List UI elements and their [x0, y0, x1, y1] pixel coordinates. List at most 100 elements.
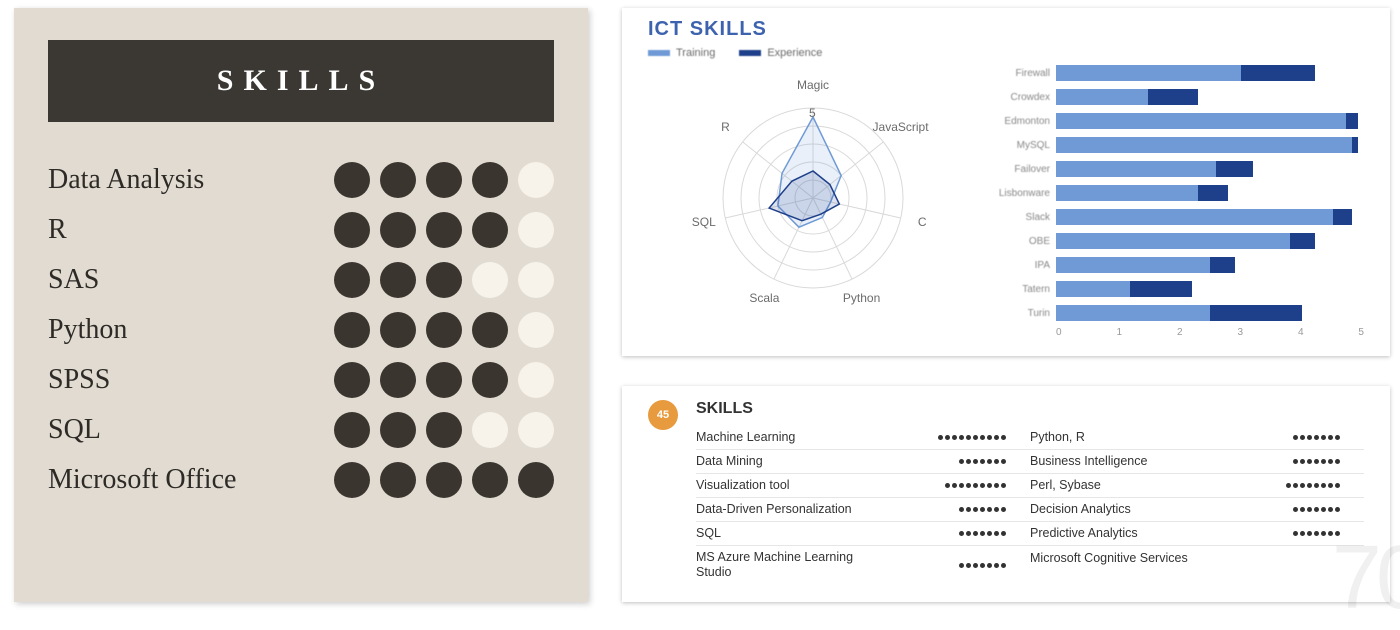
- bar-seg-training: [1056, 209, 1333, 225]
- rating-dot-icon: [959, 507, 964, 512]
- dot-filled-icon: [334, 262, 370, 298]
- rating-dot-icon: [994, 531, 999, 536]
- skill-name-label: Perl, Sybase: [1030, 478, 1101, 493]
- dot-filled-icon: [472, 312, 508, 348]
- skill-label: Python: [48, 314, 127, 346]
- rating-dot-icon: [1335, 483, 1340, 488]
- rating-dot-icon: [1335, 435, 1340, 440]
- bar-seg-experience: [1241, 65, 1315, 81]
- rating-dot-icon: [1300, 483, 1305, 488]
- skill-line: Machine Learning: [696, 426, 1030, 450]
- skill-dot-row: SPSS: [48, 362, 554, 398]
- rating-dot-icon: [987, 435, 992, 440]
- bar-x-tick: 3: [1237, 327, 1243, 338]
- skill-dot-row: Microsoft Office: [48, 462, 554, 498]
- skill-name-label: Microsoft Cognitive Services: [1030, 551, 1188, 566]
- rating-dot-icon: [959, 483, 964, 488]
- bar-seg-training: [1056, 137, 1352, 153]
- rating-dot-icon: [980, 507, 985, 512]
- bar-seg-experience: [1130, 281, 1192, 297]
- skill-dots: [334, 412, 554, 448]
- skills-dot-list: Data AnalysisRSASPythonSPSSSQLMicrosoft …: [48, 162, 554, 498]
- bar-seg-experience: [1333, 209, 1351, 225]
- dot-filled-icon: [380, 462, 416, 498]
- skill-label: SPSS: [48, 364, 110, 396]
- bar-row: Tatern: [986, 279, 1364, 299]
- bar-track: [1056, 137, 1364, 153]
- bar-track: [1056, 113, 1364, 129]
- rating-dot-icon: [1314, 531, 1319, 536]
- rating-dot-icon: [1328, 483, 1333, 488]
- rating-dot-icon: [1307, 459, 1312, 464]
- rating-dot-icon: [1293, 459, 1298, 464]
- rating-dot-icon: [1307, 531, 1312, 536]
- bar-category-label: OBE: [986, 236, 1056, 247]
- dot-empty-icon: [518, 412, 554, 448]
- ict-legend: TrainingExperience: [648, 47, 1364, 59]
- bar-row: IPA: [986, 255, 1364, 275]
- radar-axis-label: SQL: [674, 215, 734, 229]
- skill-label: R: [48, 214, 67, 246]
- dot-filled-icon: [426, 262, 462, 298]
- dot-filled-icon: [426, 312, 462, 348]
- bar-x-tick: 0: [1056, 327, 1062, 338]
- skill-name-label: Machine Learning: [696, 430, 795, 445]
- bar-category-label: Lisbonware: [986, 188, 1056, 199]
- bar-row: Edmonton: [986, 111, 1364, 131]
- bar-seg-training: [1056, 185, 1198, 201]
- skill-line: Data-Driven Personalization: [696, 498, 1030, 522]
- skills-columns-card: 45 SKILLS Machine LearningData MiningVis…: [622, 386, 1390, 602]
- rating-dot-icon: [1321, 531, 1326, 536]
- dot-filled-icon: [472, 462, 508, 498]
- bar-seg-experience: [1216, 161, 1253, 177]
- rating-dot-icon: [1001, 483, 1006, 488]
- rating-dot-icon: [987, 483, 992, 488]
- rating-dot-icon: [1001, 531, 1006, 536]
- bar-track: [1056, 257, 1364, 273]
- rating-dot-icon: [1307, 435, 1312, 440]
- rating-dot-icon: [959, 531, 964, 536]
- radar-chart: MagicJavaScriptCPythonScalaSQLR5: [648, 63, 978, 323]
- dot-filled-icon: [426, 412, 462, 448]
- legend-label: Experience: [767, 47, 822, 59]
- bar-seg-training: [1056, 65, 1241, 81]
- rating-dot-icon: [1293, 507, 1298, 512]
- dot-filled-icon: [426, 362, 462, 398]
- bar-row: Slack: [986, 207, 1364, 227]
- bar-seg-training: [1056, 161, 1216, 177]
- badge-text: 45: [657, 409, 669, 421]
- rating-dot-icon: [945, 483, 950, 488]
- bar-category-label: MySQL: [986, 140, 1056, 151]
- skill-label: SQL: [48, 414, 101, 446]
- rating-dot-icon: [1328, 459, 1333, 464]
- skill-dot-rating: [959, 563, 1006, 568]
- bar-seg-training: [1056, 257, 1210, 273]
- bar-row: Failover: [986, 159, 1364, 179]
- stacked-bar-chart: FirewallCrowdexEdmontonMySQLFailoverLisb…: [986, 63, 1364, 323]
- rating-dot-icon: [1328, 435, 1333, 440]
- rating-dot-icon: [1307, 507, 1312, 512]
- rating-dot-icon: [966, 531, 971, 536]
- skill-name-label: Python, R: [1030, 430, 1085, 445]
- skill-name-label: Decision Analytics: [1030, 502, 1131, 517]
- skill-dot-rating: [945, 483, 1006, 488]
- rating-dot-icon: [980, 483, 985, 488]
- rating-dot-icon: [1321, 507, 1326, 512]
- rating-dot-icon: [1307, 483, 1312, 488]
- bar-x-tick: 1: [1116, 327, 1122, 338]
- bar-seg-experience: [1290, 233, 1315, 249]
- skill-dots: [334, 212, 554, 248]
- rating-dot-icon: [994, 483, 999, 488]
- skill-dot-rating: [1293, 507, 1340, 512]
- skill-dots: [334, 262, 554, 298]
- dot-empty-icon: [518, 362, 554, 398]
- legend-swatch-icon: [739, 50, 761, 56]
- skill-dot-row: Python: [48, 312, 554, 348]
- bar-track: [1056, 209, 1364, 225]
- legend-swatch-icon: [648, 50, 670, 56]
- rating-dot-icon: [1314, 459, 1319, 464]
- bar-category-label: Firewall: [986, 68, 1056, 79]
- rating-dot-icon: [994, 507, 999, 512]
- dot-filled-icon: [334, 462, 370, 498]
- bar-track: [1056, 305, 1364, 321]
